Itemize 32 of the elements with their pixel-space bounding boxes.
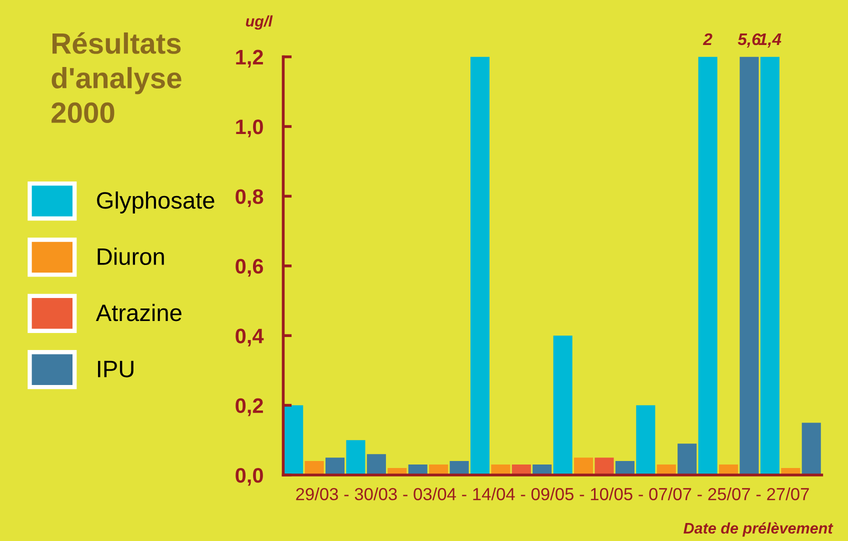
legend-label: IPU: [98, 360, 134, 378]
bar: [470, 56, 490, 475]
text: 2: [702, 33, 712, 45]
bar: [325, 458, 345, 475]
y-tick-label: 0,0: [236, 468, 263, 486]
y-tick-label: 1,2: [236, 50, 263, 68]
bar: [284, 405, 304, 475]
bar: [802, 422, 821, 475]
bar: [678, 444, 697, 475]
bar: [574, 458, 594, 475]
y-axis-title: ug/l: [246, 15, 273, 30]
y-tick-label: 0,2: [236, 398, 263, 416]
bar: [346, 440, 366, 475]
bar: [553, 336, 572, 475]
y-tick-label: 0,6: [236, 258, 264, 277]
text: 5,6: [738, 33, 761, 48]
bar: [594, 458, 614, 475]
text: 29/03 - 30/03 - 03/04 - 14/04 - 09/05 - 10/05 - 07/07 - 25/07 - 27/07: [296, 488, 809, 500]
y-tick-label: 0,8: [236, 189, 264, 207]
bar: [760, 56, 780, 475]
text: 1,4: [758, 34, 782, 48]
x-axis-title: Date de prélèvement: [684, 522, 834, 537]
chart-title: Résultats d'analyse 2000: [52, 32, 182, 124]
bar: [698, 56, 718, 475]
bar: [366, 454, 386, 475]
y-tick-label: 0,4: [236, 328, 264, 346]
y-tick-label: 1,0: [236, 120, 263, 138]
legend-label: Glyphosate: [97, 191, 214, 214]
bar: [636, 405, 656, 475]
bar: [740, 56, 759, 475]
legend-label: Atrazine: [96, 304, 182, 322]
legend-label: Diuron: [98, 248, 164, 266]
